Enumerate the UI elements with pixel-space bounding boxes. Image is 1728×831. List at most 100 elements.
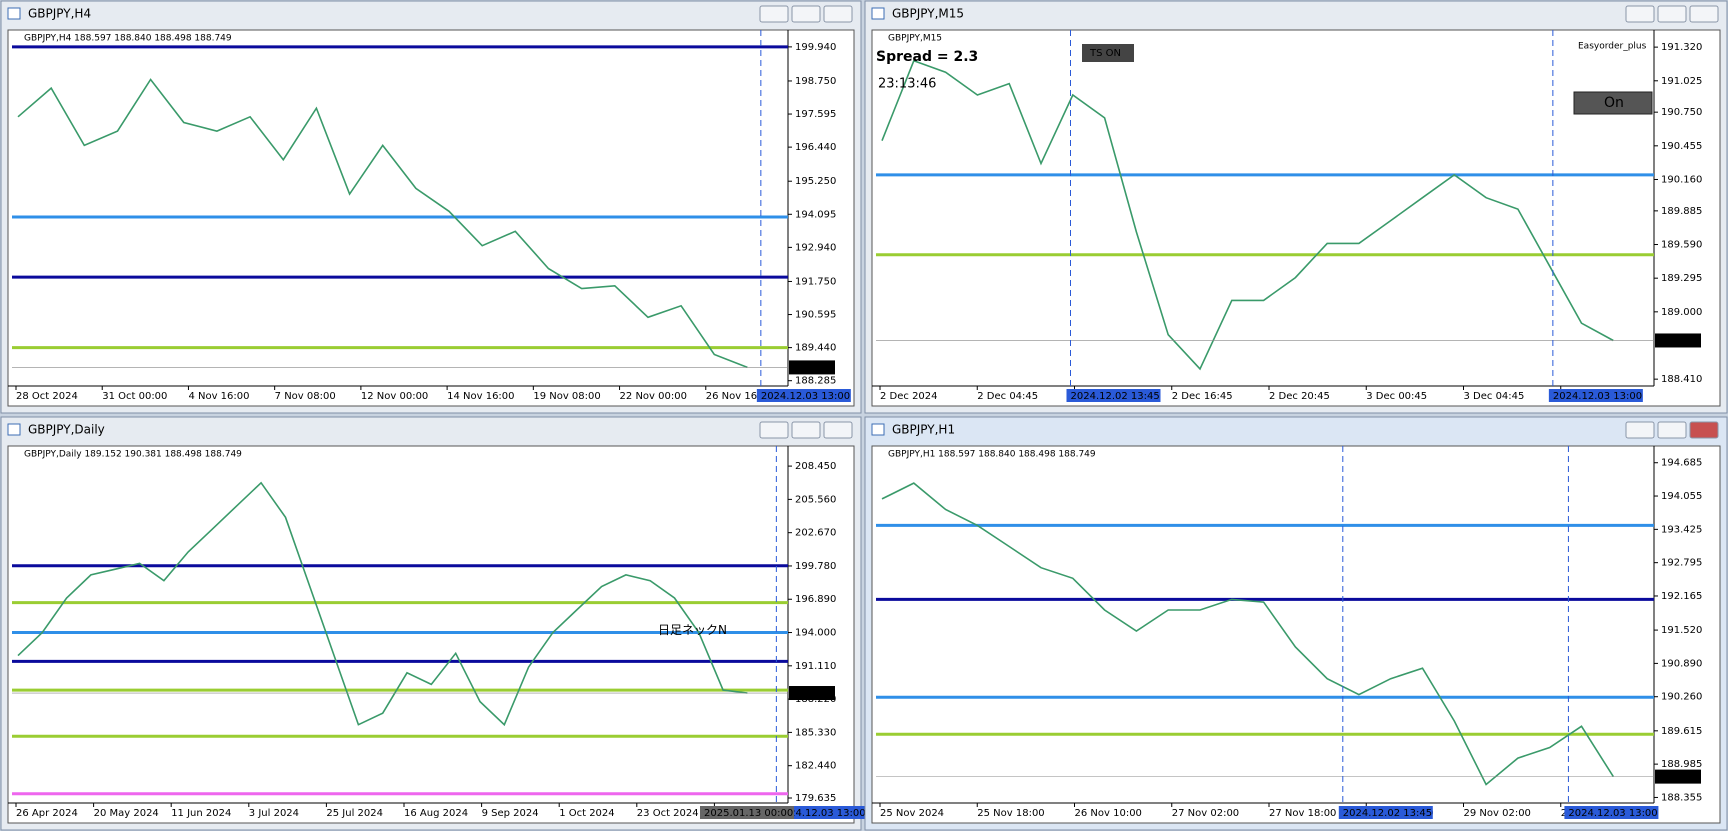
- price-label-box: [789, 360, 835, 375]
- chart-area: [871, 445, 1721, 824]
- x-tick-label: 27 Nov 02:00: [1172, 808, 1239, 819]
- y-tick-label: 189.615: [1661, 726, 1702, 737]
- time-marker-label: 2024.12.03 13:00: [761, 391, 850, 402]
- y-tick-label: 190.160: [1661, 174, 1702, 185]
- x-tick-label: 25 Jul 2024: [326, 808, 383, 819]
- y-tick-label: 194.000: [795, 628, 836, 639]
- spread: Spread = 2.3: [876, 49, 978, 65]
- y-tick-label: 188.985: [1661, 759, 1702, 770]
- window-icon: [7, 423, 21, 436]
- x-tick-label: 2 Dec 16:45: [1172, 391, 1233, 402]
- time-marker-box: [1548, 389, 1643, 402]
- maximize-button[interactable]: [791, 421, 821, 439]
- x-tick-label: 7 Nov 08:00: [275, 391, 336, 402]
- x-tick-label: 26 Nov 16:00: [706, 391, 773, 402]
- time-marker-label: 2024.12.02 13:45: [1343, 808, 1432, 819]
- y-tick-label: 185.330: [795, 727, 836, 738]
- window-icon: [7, 7, 21, 20]
- chart-area: [7, 445, 855, 824]
- y-tick-label: 205.560: [795, 494, 836, 505]
- y-tick-label: 188.355: [1661, 792, 1702, 803]
- x-tick-label: 2 Dec 2024: [880, 391, 938, 402]
- chart-window: GBPJPY,H4 199.940 198.750 197.595 196.440 195…: [0, 0, 862, 414]
- time-marker-box: [772, 806, 867, 819]
- y-tick-label: 191.520: [1661, 625, 1702, 636]
- price-line: [17, 78, 748, 369]
- time-marker-label: 2024.12.03 13:00: [776, 808, 865, 819]
- chart-info: GBPJPY,H1 188.597 188.840 188.498 188.74…: [888, 450, 1096, 460]
- x-tick-label: 3 Jul 2024: [249, 808, 299, 819]
- x-tick-label: 26 Apr 2024: [16, 808, 78, 819]
- chart-window: GBPJPY,Daily 208.450 205.560 202.670 199.780…: [0, 416, 867, 831]
- ea-button-label[interactable]: On: [1604, 95, 1624, 111]
- chart-info: GBPJPY,Daily 189.152 190.381 188.498 188…: [24, 450, 242, 460]
- price-label: 188.749: [1658, 772, 1699, 783]
- price-line: [881, 482, 1614, 786]
- price-label-box: [789, 686, 835, 701]
- time-marker-box: [1066, 389, 1161, 402]
- y-tick-label: 190.595: [795, 310, 836, 321]
- y-tick-label: 194.685: [1661, 458, 1702, 469]
- close-button[interactable]: [823, 421, 853, 439]
- chart-info: GBPJPY,H4 188.597 188.840 188.498 188.74…: [24, 34, 232, 44]
- minimize-button[interactable]: [1625, 5, 1655, 23]
- window-icon: [871, 423, 885, 436]
- ea-button[interactable]: [1573, 91, 1653, 115]
- price-label-box: [1655, 333, 1701, 348]
- x-tick-label: 11 Jun 2024: [171, 808, 231, 819]
- minimize-button[interactable]: [759, 5, 789, 23]
- y-tick-label: 208.450: [795, 461, 836, 472]
- price-line: [881, 59, 1614, 371]
- window-title: GBPJPY,H1: [892, 423, 955, 437]
- ts-box[interactable]: [1082, 44, 1134, 62]
- y-tick-label: 192.165: [1661, 591, 1702, 602]
- y-tick-label: 191.750: [795, 276, 836, 287]
- y-tick-label: 199.940: [795, 42, 836, 53]
- maximize-button[interactable]: [1657, 5, 1687, 23]
- y-tick-label: 191.320: [1661, 42, 1702, 53]
- x-tick-label: 2 Dec 20:45: [1269, 391, 1330, 402]
- y-tick-label: 197.595: [795, 109, 836, 120]
- price-label-box: [1655, 769, 1701, 784]
- x-tick-label: 25 Nov 2024: [880, 808, 944, 819]
- y-tick-label: 189.440: [795, 343, 836, 354]
- y-tick-label: 193.425: [1661, 524, 1702, 535]
- minimize-button[interactable]: [759, 421, 789, 439]
- x-tick-label: 14 Nov 16:00: [447, 391, 514, 402]
- close-button[interactable]: [1689, 421, 1719, 439]
- x-tick-label: 31 Oct 00:00: [102, 391, 167, 402]
- time-marker-box: [756, 389, 851, 402]
- y-tick-label: 202.670: [795, 528, 836, 539]
- y-tick-label: 190.890: [1661, 658, 1702, 669]
- ea-name: Easyorder_plus: [1578, 42, 1647, 52]
- minimize-button[interactable]: [1625, 421, 1655, 439]
- time-marker-label: 2024.12.03 13:00: [1553, 391, 1642, 402]
- x-tick-label: 29 Nov 02:00: [1464, 808, 1531, 819]
- x-tick-label: 16 Aug 2024: [404, 808, 468, 819]
- y-tick-label: 189.885: [1661, 206, 1702, 217]
- x-tick-label: 2 Dec 04:45: [977, 391, 1038, 402]
- end-label-box: [700, 806, 794, 819]
- y-tick-label: 196.440: [795, 142, 836, 153]
- ts-label[interactable]: TS ON: [1089, 48, 1121, 59]
- time-marker-box: [1564, 806, 1659, 819]
- y-tick-label: 179.635: [795, 793, 836, 804]
- x-tick-label: 27 Nov 18:00: [1269, 808, 1336, 819]
- end-label: 2025.01.13 00:00: [704, 808, 793, 819]
- chart-window: GBPJPY,H1 194.685 194.055 193.425 192.795 192…: [864, 416, 1728, 831]
- chart-info: GBPJPY,M15: [888, 34, 942, 44]
- y-tick-label: 192.940: [795, 242, 836, 253]
- x-tick-label: 28 Oct 2024: [16, 391, 78, 402]
- x-tick-label: 1 Oct 2024: [559, 808, 614, 819]
- x-tick-label: 26 Nov 10:00: [1075, 808, 1142, 819]
- x-tick-label: 3 Dec 00:45: [1366, 391, 1427, 402]
- x-tick-label: 12 Nov 00:00: [361, 391, 428, 402]
- clock: 23:13:46: [878, 77, 936, 92]
- close-button[interactable]: [823, 5, 853, 23]
- close-button[interactable]: [1689, 5, 1719, 23]
- x-tick-label: 3 Dec 04:45: [1464, 391, 1525, 402]
- maximize-button[interactable]: [791, 5, 821, 23]
- x-tick-label: 19 Nov 08:00: [533, 391, 600, 402]
- y-tick-label: 191.110: [795, 661, 836, 672]
- maximize-button[interactable]: [1657, 421, 1687, 439]
